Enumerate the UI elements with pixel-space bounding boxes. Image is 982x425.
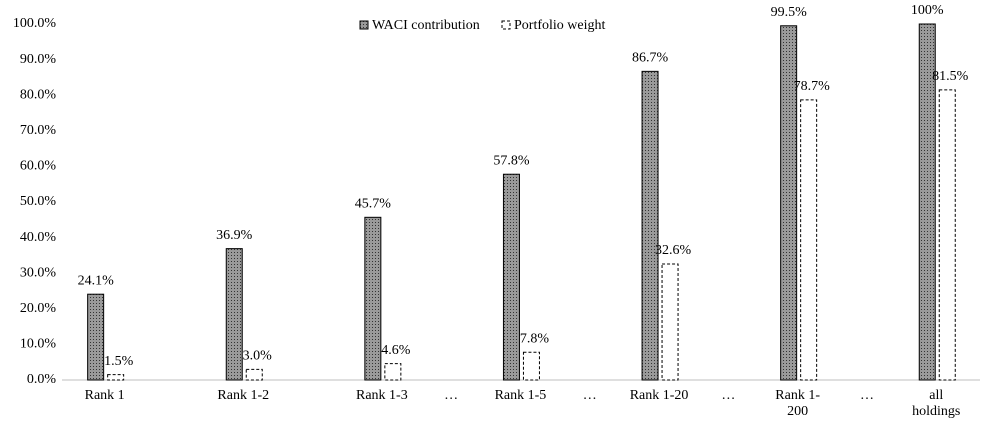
x-tick-label: Rank 1 [84, 388, 125, 403]
bar [502, 173, 520, 381]
bar [245, 368, 263, 381]
bar [918, 23, 936, 381]
y-tick-label: 70.0% [20, 123, 57, 138]
data-label: 78.7% [794, 79, 831, 94]
y-tick-label: 50.0% [20, 194, 57, 209]
bar [780, 25, 798, 381]
y-tick-label: 40.0% [20, 230, 57, 245]
bar [641, 70, 659, 381]
bar [938, 89, 956, 381]
data-label: 99.5% [771, 5, 808, 20]
data-label: 24.1% [78, 273, 115, 288]
y-tick-label: 90.0% [20, 52, 57, 67]
bar [364, 216, 382, 381]
x-tick-label: … [444, 388, 459, 403]
y-tick-label: 0.0% [27, 372, 57, 387]
y-tick-label: 20.0% [20, 301, 57, 316]
y-tick-label: 80.0% [20, 87, 57, 102]
legend-swatch [501, 20, 511, 30]
x-tick-label: Rank 1-200 [775, 388, 820, 419]
data-label: 7.8% [520, 331, 550, 346]
y-tick-label: 30.0% [20, 265, 57, 280]
bar [522, 351, 540, 381]
data-label: 3.0% [243, 349, 273, 364]
data-label: 57.8% [493, 153, 530, 168]
data-label: 81.5% [932, 69, 969, 84]
bar [107, 374, 125, 381]
x-tick-label: Rank 1-2 [217, 388, 270, 403]
y-tick-label: 10.0% [20, 337, 57, 352]
x-tick-label: … [582, 388, 597, 403]
data-label: 45.7% [355, 197, 392, 212]
data-label: 100% [911, 3, 944, 18]
data-label: 86.7% [632, 51, 669, 66]
x-tick-label: … [859, 388, 874, 403]
x-tick-label: … [721, 388, 736, 403]
data-label: 36.9% [216, 228, 253, 243]
x-tick-label: Rank 1-5 [494, 388, 547, 403]
bar [87, 293, 105, 381]
x-tick-label: all holdings [912, 388, 961, 419]
y-tick-label: 60.0% [20, 159, 57, 174]
legend-label: WACI contribution [372, 18, 480, 33]
data-label: 1.5% [104, 354, 134, 369]
y-tick-label: 100.0% [13, 16, 57, 31]
x-tick-label: Rank 1-3 [355, 388, 408, 403]
data-label: 4.6% [381, 343, 411, 358]
bar [225, 248, 243, 381]
legend-label: Portfolio weight [514, 18, 605, 33]
bar [661, 263, 679, 381]
bar [384, 363, 402, 381]
legend-swatch [359, 20, 369, 30]
x-tick-label: Rank 1-20 [629, 388, 689, 403]
bar [800, 99, 818, 381]
data-label: 32.6% [655, 243, 692, 258]
